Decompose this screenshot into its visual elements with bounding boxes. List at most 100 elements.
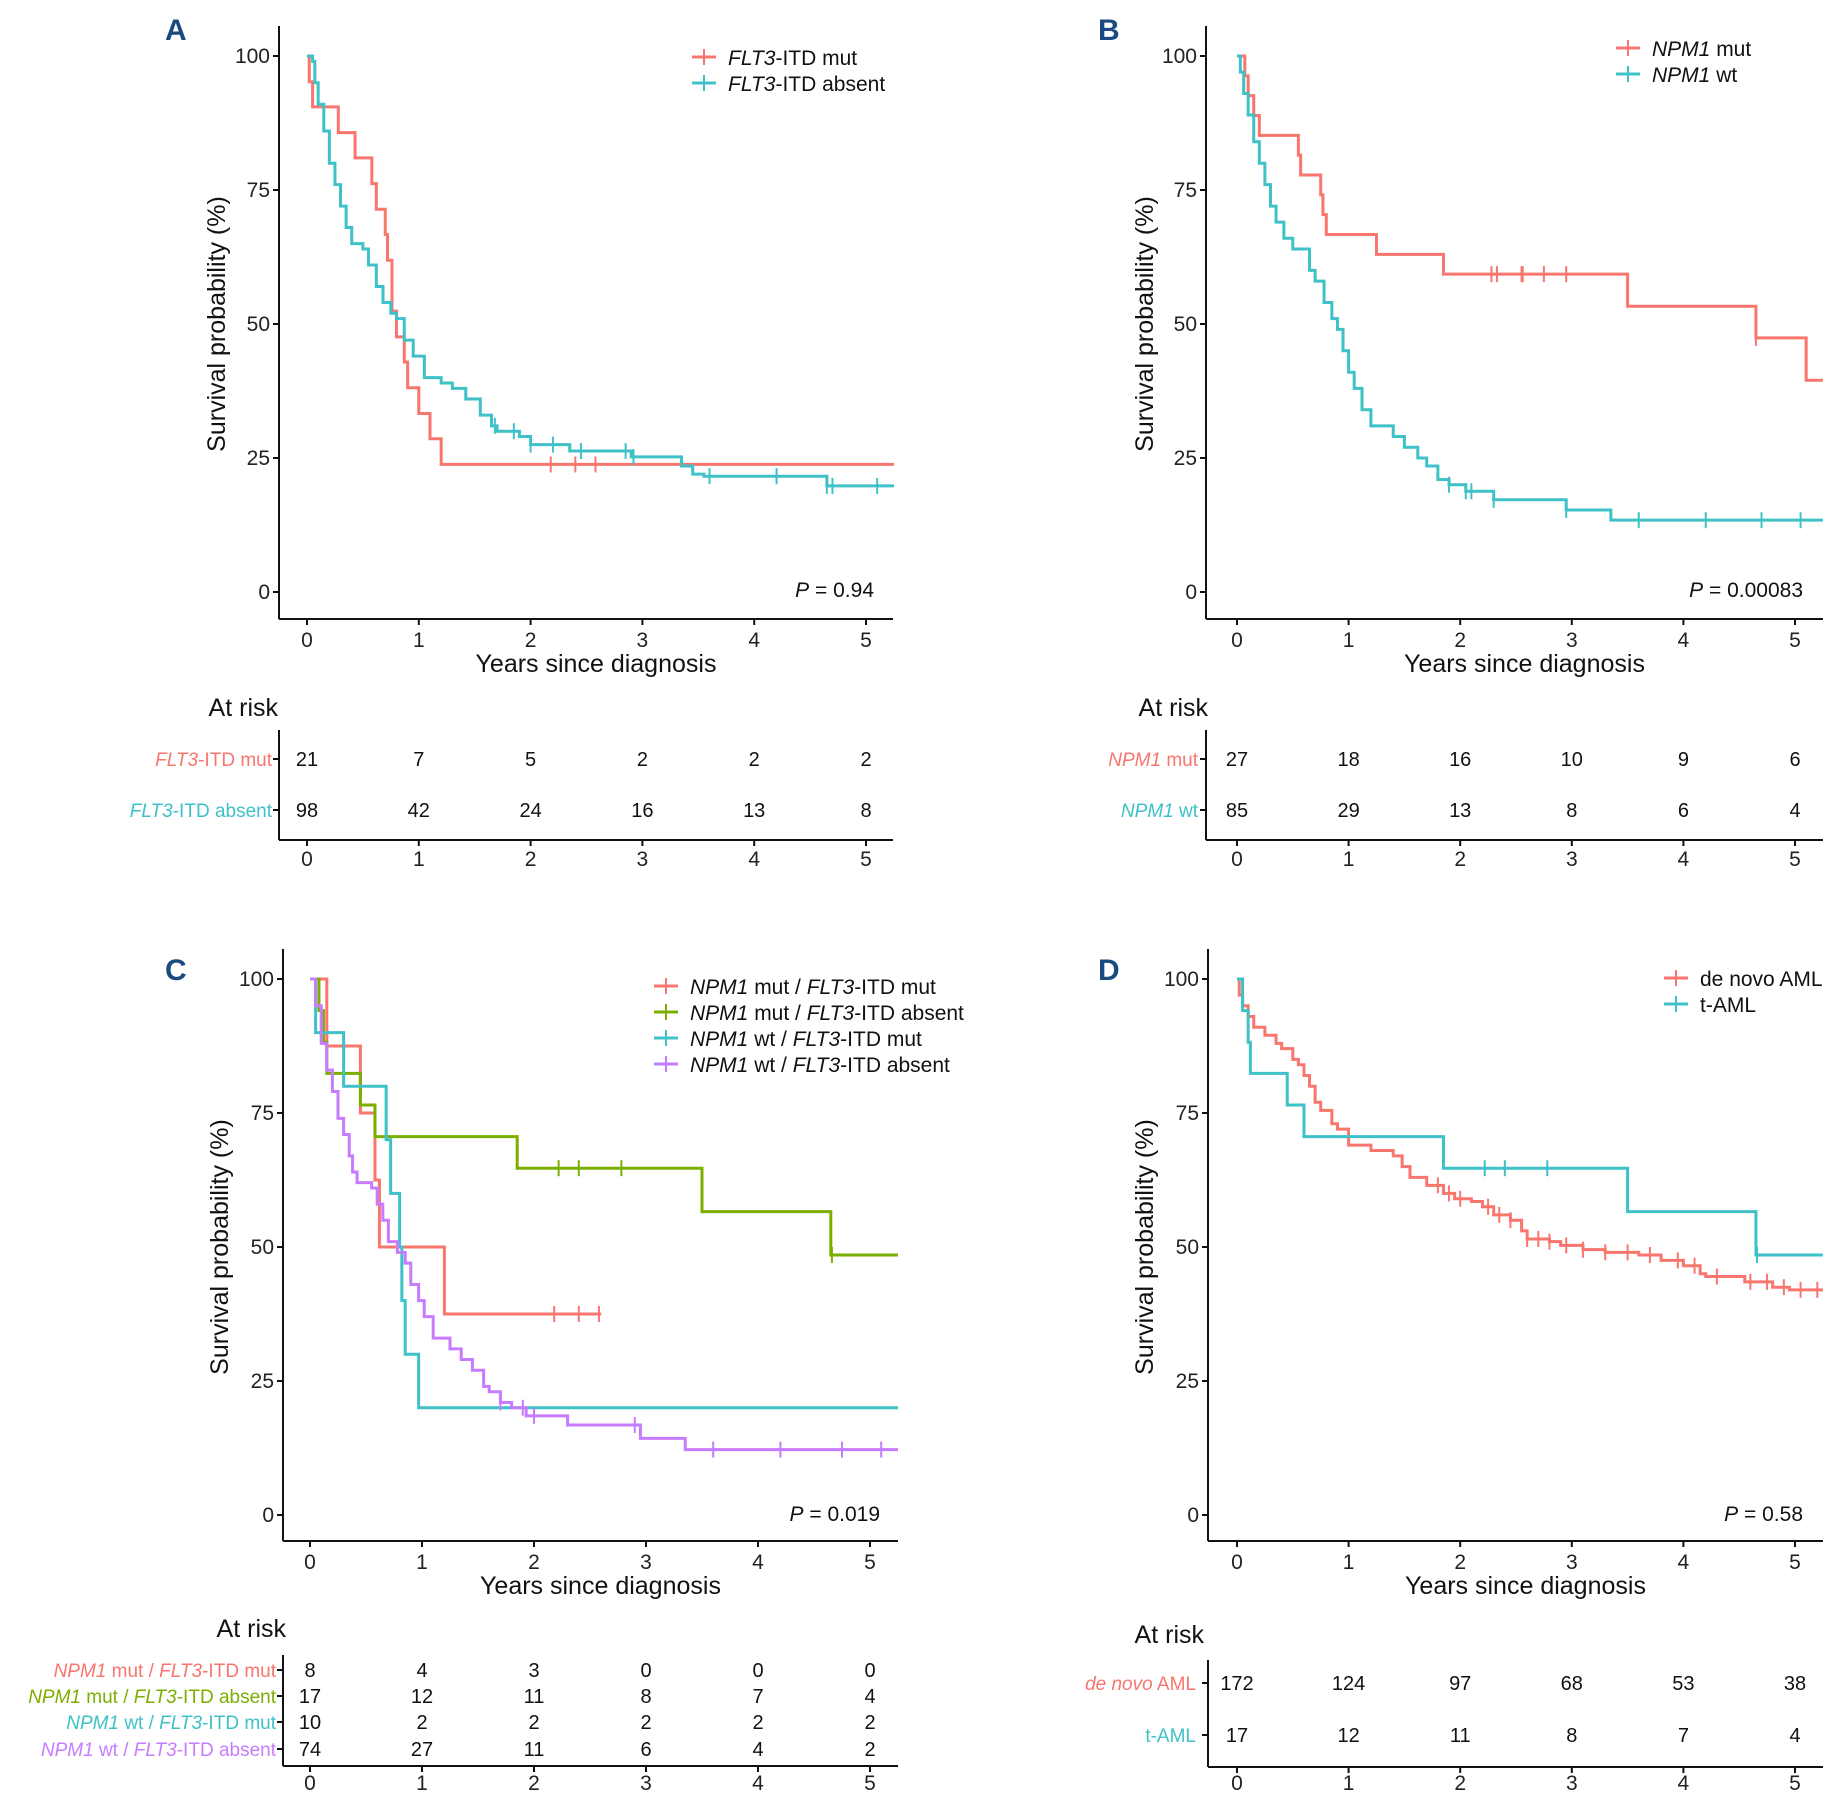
risk-count: 12 xyxy=(411,1686,433,1708)
risk-count: 4 xyxy=(752,1739,763,1761)
y-tick-label: 0 xyxy=(262,1504,274,1527)
risk-count: 11 xyxy=(524,1739,545,1761)
risk-count: 24 xyxy=(519,800,541,822)
p-value: P = 0.00083 xyxy=(1689,579,1803,602)
risk-count: 27 xyxy=(1226,749,1248,771)
y-tick-label: 100 xyxy=(239,968,274,991)
legend-item: NPM1 mut / FLT3-ITD mut xyxy=(654,976,936,999)
risk-count: 4 xyxy=(416,1660,427,1682)
risk-row-label: NPM1 wt xyxy=(1121,801,1199,822)
risk-count: 124 xyxy=(1332,1673,1365,1695)
risk-count: 7 xyxy=(752,1686,763,1708)
risk-count: 8 xyxy=(304,1660,315,1682)
panel-letter: A xyxy=(165,14,187,47)
risk-count: 172 xyxy=(1220,1673,1253,1695)
risk-count: 0 xyxy=(864,1660,875,1682)
risk-x-tick-label: 0 xyxy=(301,848,313,871)
risk-count: 27 xyxy=(411,1739,433,1761)
y-tick-label: 100 xyxy=(235,45,270,68)
legend-item: NPM1 mut xyxy=(1616,38,1751,61)
risk-count: 29 xyxy=(1337,800,1359,822)
legend-item: NPM1 mut / FLT3-ITD absent xyxy=(654,1002,964,1025)
risk-x-tick-label: 5 xyxy=(860,848,872,871)
risk-count: 18 xyxy=(1337,749,1359,771)
risk-x-tick-label: 3 xyxy=(637,848,649,871)
risk-count: 0 xyxy=(640,1660,651,1682)
risk-x-tick-label: 2 xyxy=(1454,1772,1466,1795)
risk-count: 6 xyxy=(1678,800,1689,822)
risk-count: 8 xyxy=(1566,800,1577,822)
risk-row-label: NPM1 wt / FLT3-ITD mut xyxy=(66,1713,276,1734)
risk-count: 2 xyxy=(528,1712,539,1734)
risk-x-tick-label: 4 xyxy=(752,1772,764,1795)
y-tick-label: 0 xyxy=(1187,1504,1199,1527)
legend-label: NPM1 wt xyxy=(1652,64,1737,87)
x-tick-label: 2 xyxy=(528,1551,540,1574)
x-tick-label: 1 xyxy=(416,1551,428,1574)
risk-count: 4 xyxy=(1789,800,1800,822)
risk-count: 2 xyxy=(752,1712,763,1734)
y-tick-label: 75 xyxy=(247,179,270,202)
risk-count: 68 xyxy=(1561,1673,1583,1695)
risk-count: 2 xyxy=(864,1712,875,1734)
x-tick-label: 0 xyxy=(304,1551,316,1574)
risk-count: 3 xyxy=(528,1660,539,1682)
risk-x-tick-label: 3 xyxy=(1566,848,1578,871)
at-risk-title: At risk xyxy=(217,1615,287,1643)
risk-count: 97 xyxy=(1449,1673,1471,1695)
x-tick-label: 5 xyxy=(1789,629,1801,652)
survival-curve-4 xyxy=(310,977,898,1452)
legend-item: NPM1 wt / FLT3-ITD mut xyxy=(654,1028,922,1051)
panel-letter: D xyxy=(1098,954,1120,987)
risk-count: 53 xyxy=(1672,1673,1694,1695)
risk-count: 2 xyxy=(416,1712,427,1734)
x-axis-title: Years since diagnosis xyxy=(1404,650,1645,678)
y-axis-title: Survival probability (%) xyxy=(206,1119,234,1375)
risk-count: 13 xyxy=(743,800,765,822)
risk-count: 11 xyxy=(1450,1725,1471,1747)
risk-row-label: FLT3-ITD mut xyxy=(155,750,273,771)
risk-row-label: NPM1 mut / FLT3-ITD mut xyxy=(54,1661,277,1682)
risk-row-label: de novo AML xyxy=(1085,1674,1196,1695)
risk-x-tick-label: 1 xyxy=(1343,848,1355,871)
risk-x-tick-label: 0 xyxy=(304,1772,316,1795)
risk-count: 85 xyxy=(1226,800,1248,822)
risk-count: 17 xyxy=(1226,1725,1248,1747)
x-tick-label: 1 xyxy=(413,629,425,652)
risk-x-tick-label: 4 xyxy=(1678,848,1690,871)
x-axis-title: Years since diagnosis xyxy=(480,1572,721,1600)
legend-label: de novo AML xyxy=(1700,968,1823,991)
risk-count: 8 xyxy=(860,800,871,822)
y-tick-label: 50 xyxy=(247,313,270,336)
risk-count: 2 xyxy=(864,1739,875,1761)
x-tick-label: 4 xyxy=(752,1551,764,1574)
risk-count: 6 xyxy=(640,1739,651,1761)
survival-curve-1 xyxy=(1237,54,1823,382)
at-risk-title: At risk xyxy=(1135,1621,1205,1649)
survival-curve-2 xyxy=(1237,977,1823,1257)
x-tick-label: 3 xyxy=(1566,629,1578,652)
panel-letter: C xyxy=(165,954,187,987)
x-tick-label: 3 xyxy=(640,1551,652,1574)
y-tick-label: 75 xyxy=(251,1102,274,1125)
risk-row-label: NPM1 wt / FLT3-ITD absent xyxy=(41,1740,277,1761)
risk-x-tick-label: 5 xyxy=(1789,1772,1801,1795)
x-tick-label: 2 xyxy=(525,629,537,652)
risk-row-label: NPM1 mut / FLT3-ITD absent xyxy=(28,1687,277,1708)
legend-item: de novo AML xyxy=(1664,968,1823,991)
risk-count: 13 xyxy=(1449,800,1471,822)
risk-count: 8 xyxy=(1566,1725,1577,1747)
x-tick-label: 5 xyxy=(864,1551,876,1574)
x-tick-label: 3 xyxy=(637,629,649,652)
y-axis-title: Survival probability (%) xyxy=(203,196,231,452)
risk-count: 4 xyxy=(1789,1725,1800,1747)
risk-count: 8 xyxy=(640,1686,651,1708)
risk-x-tick-label: 1 xyxy=(413,848,425,871)
x-tick-label: 4 xyxy=(1678,629,1690,652)
y-tick-label: 75 xyxy=(1176,1102,1199,1125)
risk-count: 7 xyxy=(413,749,424,771)
x-tick-label: 3 xyxy=(1566,1551,1578,1574)
